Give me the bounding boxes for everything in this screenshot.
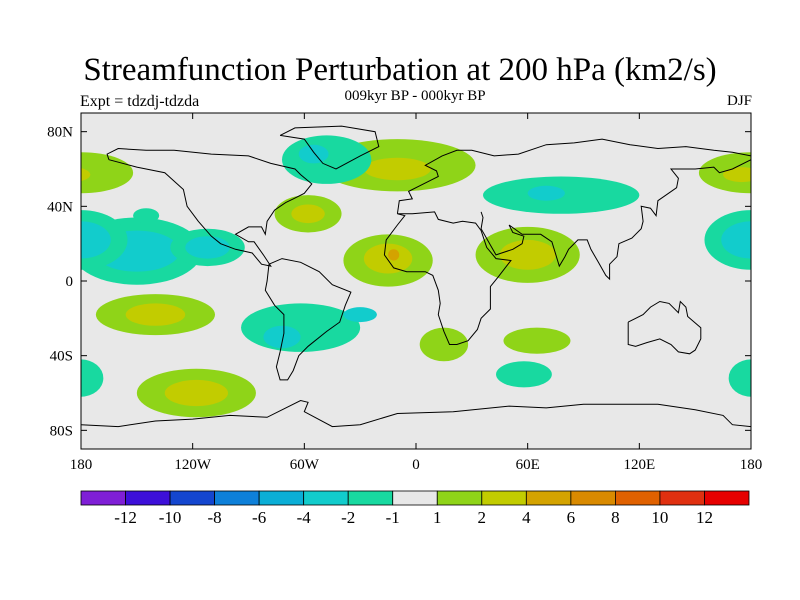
colorbar-label: 6 xyxy=(567,508,576,527)
region-s-ocean-high-core xyxy=(164,379,229,407)
region-n-atlantic-high-core xyxy=(363,157,431,181)
region-ne-pacific-high-core-wrap xyxy=(81,168,91,182)
coastline-group xyxy=(81,125,751,428)
south-america-coast xyxy=(264,258,352,381)
colorbar-box xyxy=(214,490,260,506)
region-greenland-low xyxy=(282,135,372,184)
y-tick-label: 80S xyxy=(50,423,73,439)
colorbar-box xyxy=(258,490,305,506)
region-tasman-low-wrap xyxy=(81,359,104,397)
y-tick-label: 0 xyxy=(66,274,74,290)
region-s-indian-low xyxy=(496,361,552,388)
region-s-america-low xyxy=(241,303,361,352)
region-ne-pacific-high-core xyxy=(723,167,751,183)
colorbar-label: -1 xyxy=(386,508,400,527)
colorbar-label: 8 xyxy=(611,508,620,527)
x-tick-label: 60E xyxy=(516,457,540,473)
colorbar-label: 1 xyxy=(433,508,442,527)
region-w-pacific-low-core-wrap xyxy=(81,221,111,259)
colorbar-label: -4 xyxy=(297,508,312,527)
colorbar-box xyxy=(481,490,527,506)
region-s-pacific-high-core xyxy=(125,303,186,326)
y-tick-label: 40S xyxy=(50,349,73,365)
season-label: DJF xyxy=(726,93,752,109)
colorbar-box xyxy=(392,490,438,506)
colorbar-box xyxy=(347,490,394,506)
colorbar-box xyxy=(570,490,616,506)
colorbar-label: -12 xyxy=(114,508,137,527)
region-tasman-low xyxy=(728,359,751,397)
colorbar-label: -6 xyxy=(252,508,266,527)
region-nw-pacific-small-low xyxy=(133,208,160,224)
y-tick-label: 40N xyxy=(47,199,73,215)
asia-south-coast xyxy=(480,159,751,281)
region-s-indian-high-2 xyxy=(503,327,571,354)
eurasia-africa-coast xyxy=(396,138,751,214)
x-tick-label: 120W xyxy=(174,457,212,473)
x-tick-label: 180 xyxy=(740,457,763,473)
region-africa-high-center xyxy=(388,249,400,261)
north-america-coast xyxy=(106,147,313,267)
contour-fill-group xyxy=(81,135,751,418)
colorbar-box xyxy=(436,490,483,506)
colorbar-box xyxy=(525,490,572,506)
colorbar-box xyxy=(659,490,705,506)
colorbar-box xyxy=(80,490,126,506)
colorbar-label: 2 xyxy=(478,508,487,527)
region-n-america-high-core xyxy=(291,204,325,224)
africa-coast xyxy=(383,211,512,345)
colorbar-box xyxy=(704,490,750,506)
colorbar-box xyxy=(303,490,349,506)
region-arabia-high-core xyxy=(499,239,556,270)
colorbar-label: -2 xyxy=(341,508,355,527)
region-s-atlantic-low-core xyxy=(343,307,377,323)
x-tick-label: 120E xyxy=(623,457,655,473)
x-tick-label: 60W xyxy=(290,457,320,473)
experiment-label: Expt = tdzdj-tdzda xyxy=(80,93,200,110)
x-tick-label: 180 xyxy=(70,457,93,473)
region-asia-low-core xyxy=(527,185,565,201)
greenland-coast xyxy=(279,125,380,170)
colorbar-label: 10 xyxy=(651,508,668,527)
region-greenland-low-core xyxy=(298,144,329,164)
region-africa-high-core xyxy=(363,243,413,274)
colorbar-box xyxy=(169,490,215,506)
colorbar-label: 4 xyxy=(522,508,531,527)
antarctica-coast xyxy=(81,399,751,428)
colorbar-label: 12 xyxy=(696,508,713,527)
colorbar-label: -10 xyxy=(159,508,182,527)
chart-subtitle: 009kyr BP - 000kyr BP xyxy=(344,88,486,104)
australia-coast xyxy=(627,300,702,355)
region-pacific-low-2-core xyxy=(185,236,230,259)
y-tick-label: 80N xyxy=(47,125,73,141)
x-tick-label: 0 xyxy=(412,457,420,473)
colorbar-box xyxy=(125,490,171,506)
region-w-pacific-low-core xyxy=(721,221,751,259)
chart-title: Streamfunction Perturbation at 200 hPa (… xyxy=(83,52,717,88)
colorbar-label: -8 xyxy=(208,508,222,527)
region-s-america-low-core xyxy=(263,325,301,349)
region-s-indian-high xyxy=(419,327,469,362)
colorbar-box xyxy=(615,490,661,506)
